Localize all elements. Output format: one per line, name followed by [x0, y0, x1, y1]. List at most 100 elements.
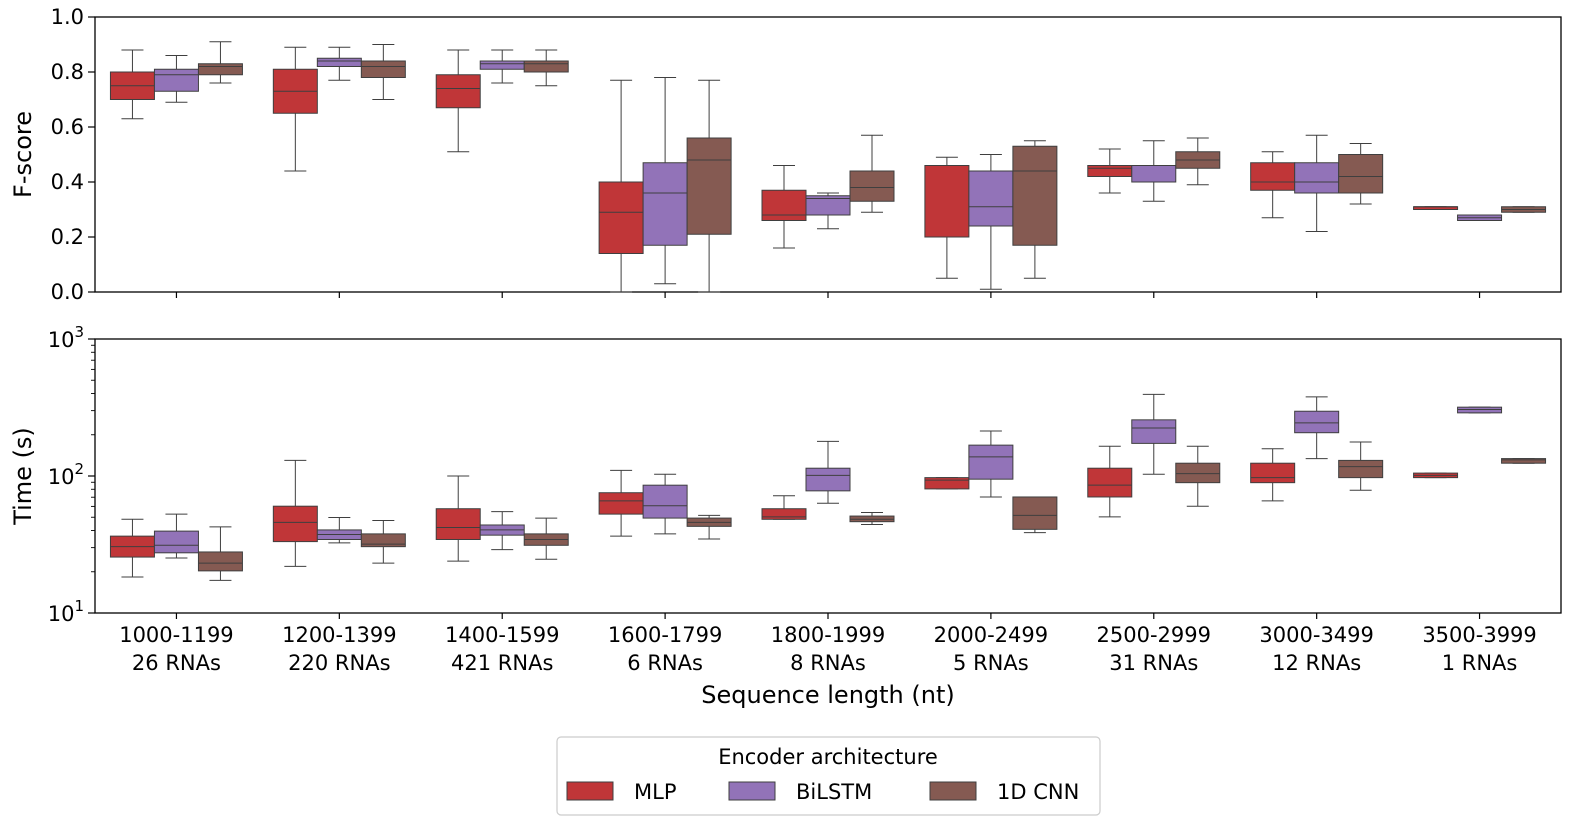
fscore-y-tick-label: 1.0: [51, 5, 84, 29]
iqr-box: [197, 551, 243, 572]
iqr-box: [523, 60, 569, 73]
time-box-bilstm: [479, 511, 525, 551]
iqr-box: [1338, 459, 1384, 479]
fscore-box-1d-cnn: [686, 79, 732, 293]
fscore-box-mlp: [109, 49, 155, 120]
time-box-bilstm: [1457, 406, 1503, 414]
time-box-1d-cnn: [1501, 458, 1547, 464]
fscore-box-1d-cnn: [1501, 206, 1547, 213]
legend-label: BiLSTM: [796, 780, 872, 804]
iqr-box: [360, 60, 406, 78]
time-box-1d-cnn: [523, 517, 569, 560]
iqr-box: [479, 60, 525, 70]
time-box-mlp: [1250, 448, 1296, 502]
time-box-1d-cnn: [1338, 441, 1384, 491]
iqr-box: [968, 444, 1014, 480]
time-box-1d-cnn: [360, 520, 406, 564]
legend-label: MLP: [634, 780, 676, 804]
iqr-box: [642, 484, 688, 519]
iqr-box: [1175, 462, 1221, 484]
fscore-box-bilstm: [1131, 140, 1177, 202]
fscore-box-1d-cnn: [1175, 137, 1221, 186]
legend-entry-bilstm: BiLSTM: [728, 780, 872, 804]
legend: Encoder architecture MLP BiLSTM 1D CNN: [556, 736, 1101, 816]
iqr-box: [1087, 165, 1133, 177]
iqr-box: [272, 505, 318, 543]
fscore-box-mlp: [1250, 151, 1296, 219]
iqr-box: [924, 477, 970, 490]
x-tick-label: 1400-1599: [445, 623, 559, 647]
iqr-box: [316, 57, 362, 67]
fscore-box-bilstm: [642, 77, 688, 285]
fscore-box-bilstm: [1294, 134, 1340, 232]
fscore-box-mlp: [761, 165, 807, 249]
fscore-y-tick-label: 0.4: [51, 170, 84, 194]
x-tick-count-label: 26 RNAs: [132, 651, 221, 675]
fscore-box-1d-cnn: [360, 44, 406, 100]
iqr-box: [686, 137, 732, 235]
time-box-1d-cnn: [686, 514, 732, 540]
iqr-box: [1250, 162, 1296, 191]
fscore-y-tick-label: 0.6: [51, 115, 84, 139]
time-box-mlp: [1413, 472, 1459, 479]
time-box-1d-cnn: [849, 511, 895, 525]
legend-entry-mlp: MLP: [566, 780, 676, 804]
fscore-box-bilstm: [316, 46, 362, 81]
legend-swatch: [929, 781, 977, 801]
fscore-box-mlp: [435, 49, 481, 153]
time-y-axis-title: Time (s): [9, 427, 37, 526]
fscore-y-axis-title: F-score: [9, 111, 37, 198]
fscore-box-bilstm: [968, 154, 1014, 290]
x-tick-label: 1200-1399: [282, 623, 396, 647]
fscore-box-bilstm: [479, 49, 525, 84]
iqr-box: [153, 68, 199, 92]
x-tick-label: 2500-2999: [1097, 623, 1211, 647]
x-tick-count-label: 220 RNAs: [288, 651, 390, 675]
iqr-box: [1012, 145, 1058, 246]
x-tick-label: 1600-1799: [608, 623, 722, 647]
time-box-mlp: [1087, 445, 1133, 518]
time-box-bilstm: [1294, 396, 1340, 460]
time-y-tick-label: 102: [48, 460, 84, 489]
x-tick-label: 1000-1199: [119, 623, 233, 647]
fscore-box-bilstm: [153, 55, 199, 103]
fscore-box-bilstm: [805, 192, 851, 230]
iqr-box: [1501, 458, 1547, 464]
iqr-box: [849, 170, 895, 202]
iqr-box: [1131, 419, 1177, 444]
fscore-box-mlp: [1087, 148, 1133, 194]
iqr-box: [153, 530, 199, 554]
fscore-y-tick-label: 0.8: [51, 60, 84, 84]
fscore-box-mlp: [924, 156, 970, 279]
x-tick-label: 2000-2499: [934, 623, 1048, 647]
legend-entry-1d-cnn: 1D CNN: [929, 780, 1079, 804]
time-box-mlp: [272, 459, 318, 567]
time-box-bilstm: [316, 516, 362, 544]
fscore-y-tick-label: 0.2: [51, 225, 84, 249]
fscore-box-mlp: [1413, 206, 1459, 210]
iqr-box: [1131, 165, 1177, 183]
iqr-box: [1012, 496, 1058, 530]
time-y-tick-label: 101: [48, 597, 84, 626]
legend-title: Encoder architecture: [718, 745, 938, 769]
x-tick-count-label: 6 RNAs: [627, 651, 703, 675]
x-tick-count-label: 8 RNAs: [790, 651, 866, 675]
time-y-tick-label: 103: [48, 323, 84, 352]
fscore-box-mlp: [598, 79, 644, 293]
iqr-box: [435, 74, 481, 109]
iqr-box: [197, 63, 243, 76]
fscore-box-1d-cnn: [849, 134, 895, 213]
time-box-mlp: [598, 469, 644, 537]
x-tick-label: 1800-1999: [771, 623, 885, 647]
iqr-box: [805, 467, 851, 492]
time-box-1d-cnn: [1175, 445, 1221, 507]
time-box-bilstm: [1131, 393, 1177, 475]
legend-swatch: [728, 781, 776, 801]
iqr-box: [1087, 467, 1133, 498]
iqr-box: [435, 508, 481, 540]
fscore-box-bilstm: [1457, 214, 1503, 221]
x-tick-label: 3000-3499: [1259, 623, 1373, 647]
time-box-1d-cnn: [197, 526, 243, 581]
legend-label: 1D CNN: [997, 780, 1079, 804]
fscore-panel: F-score 0.0 0.2 0.4 0.6 0.8 1.0: [9, 5, 1562, 304]
